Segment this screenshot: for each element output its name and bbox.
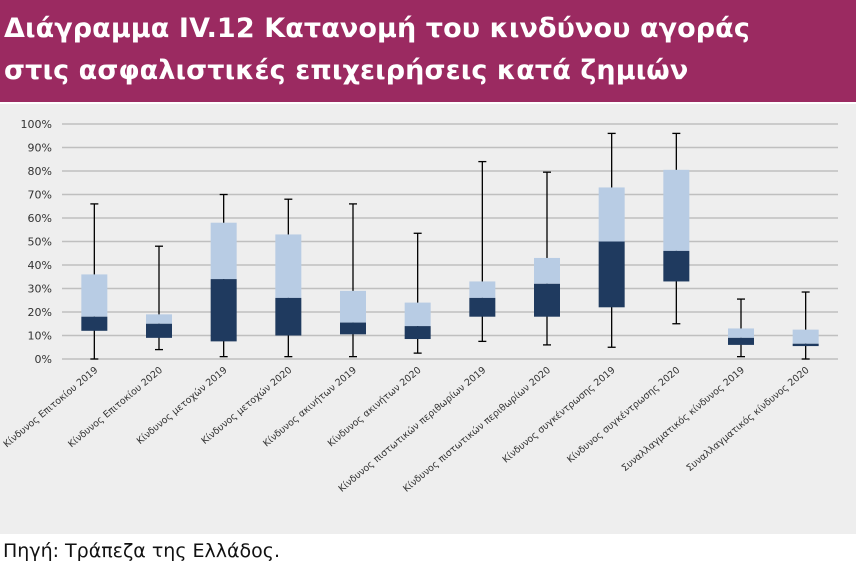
box-lower — [469, 297, 496, 317]
y-tick-label: 100% — [21, 118, 52, 131]
box-plot-chart: 0% 10% 20% 30% 40% 50% 60% 70% 80% 90% 100% Κίνδυνο… — [2, 118, 838, 495]
y-tick-label: 20% — [28, 306, 52, 319]
box-lower — [340, 322, 366, 335]
y-tick-label: 90% — [28, 142, 52, 155]
x-category-label: Κίνδυνος συγκέντρωσης 2019 — [501, 365, 618, 466]
box-upper — [146, 314, 172, 324]
box-upper — [663, 169, 690, 251]
box-upper — [275, 234, 302, 298]
box-lower — [728, 337, 754, 345]
box-lower — [404, 326, 431, 340]
box-upper — [210, 222, 237, 280]
box-upper — [534, 257, 560, 284]
box-lower — [146, 323, 172, 338]
y-tick-label: 0% — [35, 353, 52, 366]
box-lower — [534, 283, 560, 317]
box-lower — [792, 343, 819, 347]
box-upper — [404, 302, 431, 327]
box-upper — [469, 281, 496, 298]
chart-title-line-2: στις ασφαλιστικές επιχειρήσεις κατά ζημι… — [4, 55, 689, 86]
box-upper — [792, 329, 819, 344]
box-lower — [275, 297, 302, 336]
x-category-label: Συναλλαγματικός κίνδυνος 2020 — [684, 365, 811, 474]
box-lower — [210, 279, 237, 342]
y-tick-label: 50% — [28, 236, 52, 249]
y-tick-label: 10% — [28, 330, 52, 343]
y-tick-label: 30% — [28, 283, 52, 296]
box-lower — [81, 316, 108, 331]
box-upper — [340, 290, 366, 323]
chart-header: Διάγραμμα IV.12 Κατανομή του κινδύνου αγ… — [0, 0, 856, 102]
x-category-label: Κίνδυνος συγκέντρωσης 2020 — [565, 365, 682, 466]
chart-title-line-1: Διάγραμμα IV.12 Κατανομή του κινδύνου αγ… — [4, 13, 750, 44]
box-lower — [598, 241, 625, 308]
source-note: Πηγή: Τράπεζα της Ελλάδος. — [3, 540, 280, 562]
x-category-label: Κίνδυνος πιστωτικών περιθωρίων 2020 — [401, 365, 553, 495]
y-tick-label: 60% — [28, 212, 52, 225]
y-tick-label: 40% — [28, 259, 52, 272]
y-tick-label: 70% — [28, 189, 52, 202]
y-tick-label: 80% — [28, 165, 52, 178]
box-lower — [663, 250, 690, 282]
chart-title: Διάγραμμα IV.12 Κατανομή του κινδύνου αγ… — [4, 8, 854, 92]
x-category-label: Συναλλαγματικός κίνδυνος 2019 — [620, 365, 747, 474]
plot-area: 0% 10% 20% 30% 40% 50% 60% 70% 80% 90% 100% Κίνδυνο… — [0, 104, 856, 534]
box-upper — [81, 274, 108, 317]
x-category-label: Κίνδυνος πιστωτικών περιθωρίων 2019 — [337, 365, 489, 495]
box-upper — [598, 187, 625, 242]
box-upper — [728, 328, 754, 338]
